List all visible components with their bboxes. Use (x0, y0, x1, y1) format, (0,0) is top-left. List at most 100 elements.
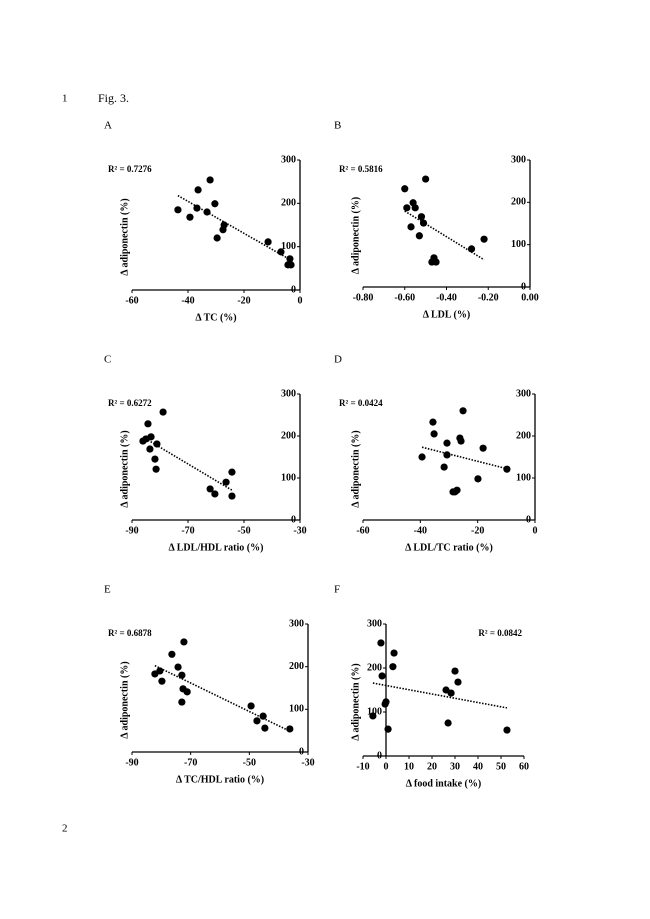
data-point (467, 245, 476, 253)
x-tick-label: -50 (243, 757, 256, 768)
data-point (146, 445, 154, 453)
x-tick-label: -0.20 (478, 292, 499, 303)
trendline (421, 446, 508, 470)
data-point (503, 726, 511, 734)
line-number: 1 (62, 93, 68, 105)
y-tick-label: 200 (281, 198, 296, 209)
data-point (186, 213, 194, 221)
r-squared: R² = 0.6878 (108, 628, 152, 638)
data-point (403, 204, 411, 212)
y-tick-label: 300 (511, 154, 526, 165)
data-point (206, 485, 214, 493)
x-tick-label: -40 (181, 295, 194, 306)
y-axis-label: Δ adiponectin (%) (119, 661, 130, 738)
data-point (407, 223, 415, 231)
data-point (411, 204, 419, 212)
data-point (228, 468, 236, 476)
x-tick-label: -0.40 (436, 292, 457, 303)
y-tick-label: 200 (516, 430, 531, 441)
data-point (147, 433, 155, 441)
y-tick-label: 0 (377, 750, 382, 761)
data-point (152, 465, 160, 473)
y-tick-label: 300 (289, 618, 304, 629)
data-point (451, 667, 459, 675)
x-tick-label: 0 (533, 525, 538, 536)
data-point (447, 689, 455, 697)
y-tick-label: 300 (281, 388, 296, 399)
x-tick-label: -90 (125, 757, 138, 768)
data-point (261, 724, 269, 732)
data-point (174, 663, 182, 671)
data-point (479, 444, 487, 452)
data-point (474, 475, 482, 483)
data-point (415, 232, 423, 240)
x-tick-label: -10 (356, 761, 369, 772)
x-tick-label: 0 (298, 295, 303, 306)
x-tick-label: -60 (356, 525, 369, 536)
panel-letter: A (104, 120, 112, 132)
x-axis-label: Δ LDL/TC ratio (%) (405, 542, 493, 553)
y-tick-label: 300 (516, 388, 531, 399)
figure-label: Fig. 3. (98, 91, 129, 105)
x-tick-label: -20 (237, 295, 250, 306)
y-tick-label: 100 (516, 472, 531, 483)
panel-letter: D (334, 354, 342, 366)
y-axis-label: Δ adiponectin (%) (350, 663, 361, 740)
y-tick-label: 0 (521, 281, 526, 292)
x-tick-label: 50 (496, 761, 506, 772)
x-axis-label: Δ TC/HDL ratio (%) (176, 774, 264, 785)
data-point (417, 213, 426, 221)
x-tick-label: -90 (125, 525, 138, 536)
y-tick-label: 200 (367, 662, 382, 673)
data-point (211, 490, 219, 498)
data-point (418, 453, 426, 461)
data-point (503, 465, 511, 473)
y-tick-label: 0 (291, 514, 296, 525)
y-tick-label: 200 (511, 197, 526, 208)
x-tick-label: -30 (301, 757, 314, 768)
y-tick-label: 100 (281, 472, 296, 483)
line-number: 2 (62, 823, 68, 835)
x-tick-label: -70 (181, 525, 194, 536)
x-tick-label: 20 (427, 761, 437, 772)
data-point (444, 719, 452, 727)
data-point (259, 712, 267, 720)
y-tick-label: 100 (367, 706, 382, 717)
x-tick-label: 10 (404, 761, 414, 772)
data-point (144, 420, 152, 428)
y-axis-label: Δ adiponectin (%) (119, 198, 130, 275)
y-tick-label: 0 (299, 746, 304, 757)
x-tick-label: -0.80 (353, 292, 374, 303)
y-tick-label: 300 (367, 618, 382, 629)
x-axis-label: Δ LDL/HDL ratio (%) (169, 542, 264, 553)
data-point (453, 486, 461, 494)
data-point (480, 235, 488, 243)
data-point (369, 712, 377, 720)
panel-letter: F (334, 584, 340, 596)
data-point (440, 463, 448, 471)
x-axis-label: Δ LDL (%) (423, 309, 470, 320)
panel-letter: E (104, 584, 111, 596)
r-squared: R² = 0.0424 (339, 398, 383, 408)
r-squared: R² = 0.5816 (339, 164, 383, 174)
y-tick-label: 300 (281, 154, 296, 165)
data-point (377, 639, 385, 647)
data-point (151, 455, 159, 463)
data-point (432, 258, 440, 266)
x-tick-label: -40 (414, 525, 427, 536)
y-tick-label: 0 (291, 284, 296, 295)
trendline (404, 210, 485, 261)
y-tick-label: 100 (281, 241, 296, 252)
data-point (159, 408, 167, 416)
x-tick-label: -60 (125, 295, 138, 306)
x-tick-label: 60 (519, 761, 529, 772)
x-tick-label: -50 (237, 525, 250, 536)
x-tick-label: 30 (450, 761, 460, 772)
y-tick-label: 100 (289, 704, 304, 715)
x-tick-label: -30 (293, 525, 306, 536)
panel-letter: C (104, 354, 111, 366)
data-point (264, 238, 272, 246)
data-point (390, 649, 398, 657)
data-point (156, 667, 164, 675)
